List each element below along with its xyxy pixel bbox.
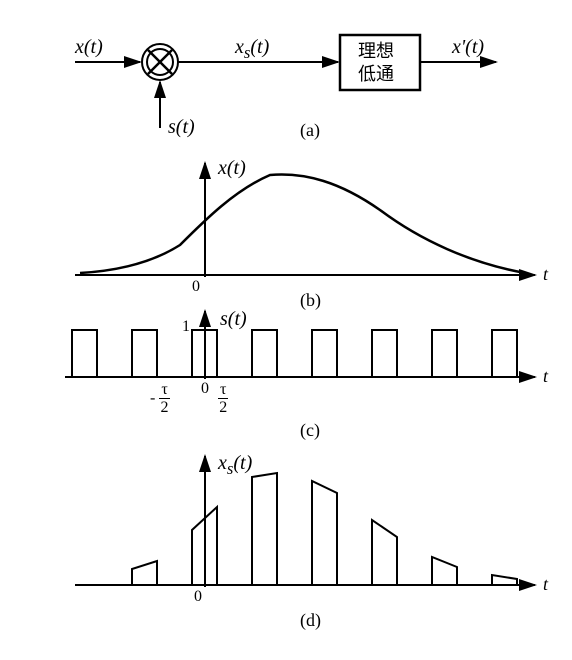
plot-d-signal-label: xs(t) bbox=[218, 452, 252, 479]
plot-b-signal-label: x(t) bbox=[218, 157, 246, 180]
plot-c bbox=[20, 305, 572, 395]
plot-b-axis-label: t bbox=[543, 264, 548, 285]
plot-c-axis-label: t bbox=[543, 366, 548, 387]
pos-tau-half: τ2 bbox=[218, 382, 228, 416]
neg-tau-half: - τ2 bbox=[150, 382, 170, 416]
plot-d-origin: 0 bbox=[194, 588, 202, 606]
plot-d-axis-label: t bbox=[543, 574, 548, 595]
caption-d: (d) bbox=[300, 610, 321, 631]
plot-c-amplitude: 1 bbox=[182, 318, 190, 336]
plot-b bbox=[20, 155, 572, 295]
input-signal-label: x(t) bbox=[75, 36, 103, 59]
filter-box-text: 理想 低通 bbox=[358, 40, 394, 87]
caption-c: (c) bbox=[300, 420, 320, 441]
plot-d bbox=[20, 450, 572, 620]
caption-a: (a) bbox=[300, 120, 320, 141]
signal-sampling-figure: x(t) xs(t) x'(t) s(t) 理想 低通 (a) x(t) t 0… bbox=[20, 20, 572, 640]
output-signal-label: x'(t) bbox=[452, 36, 484, 59]
plot-c-signal-label: s(t) bbox=[220, 308, 247, 331]
sampled-signal-label: xs(t) bbox=[235, 36, 269, 63]
plot-c-origin: 0 bbox=[201, 380, 209, 398]
sampler-signal-label: s(t) bbox=[168, 116, 195, 139]
plot-b-origin: 0 bbox=[192, 278, 200, 296]
